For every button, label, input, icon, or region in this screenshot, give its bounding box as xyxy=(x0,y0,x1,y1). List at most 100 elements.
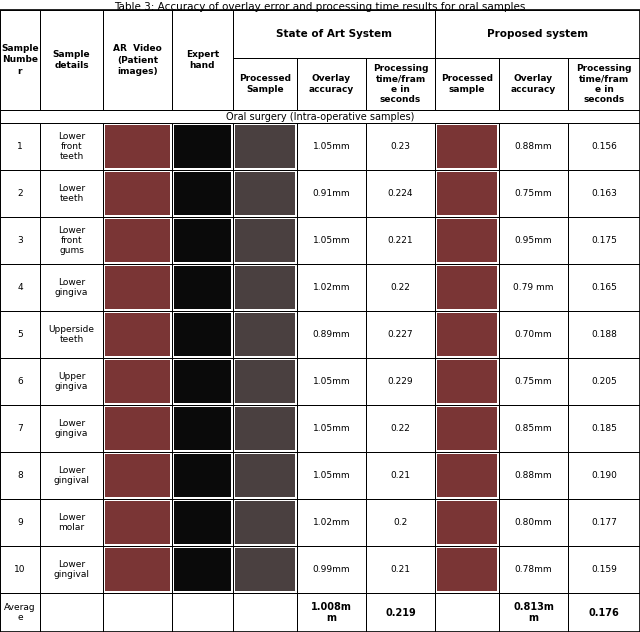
Bar xyxy=(499,546,568,593)
Bar xyxy=(233,58,297,110)
Bar xyxy=(235,313,295,356)
Bar xyxy=(435,217,499,264)
Text: Lower
gingival: Lower gingival xyxy=(54,560,90,579)
Bar xyxy=(105,548,170,591)
Bar xyxy=(297,593,366,632)
Bar xyxy=(103,311,172,358)
Bar xyxy=(172,546,233,593)
Bar xyxy=(0,217,40,264)
Bar xyxy=(435,311,499,358)
Text: 0.156: 0.156 xyxy=(591,142,617,151)
Bar xyxy=(40,593,103,632)
Bar xyxy=(105,266,170,309)
Bar xyxy=(105,407,170,450)
Text: Upperside
teeth: Upperside teeth xyxy=(49,325,95,344)
Bar xyxy=(235,548,295,591)
Bar xyxy=(103,170,172,217)
Bar xyxy=(40,264,103,311)
Bar xyxy=(0,10,40,110)
Bar xyxy=(499,170,568,217)
Bar xyxy=(366,311,435,358)
Bar xyxy=(233,593,297,632)
Bar xyxy=(0,311,40,358)
Bar xyxy=(297,546,366,593)
Text: Upper
gingiva: Upper gingiva xyxy=(55,372,88,391)
Text: Lower
gingiva: Lower gingiva xyxy=(55,419,88,438)
Bar xyxy=(40,10,103,110)
Bar xyxy=(233,405,297,452)
Bar xyxy=(437,548,497,591)
Bar xyxy=(435,10,640,58)
Bar xyxy=(297,264,366,311)
Bar xyxy=(568,123,640,170)
Bar xyxy=(105,454,170,497)
Bar xyxy=(366,170,435,217)
Bar xyxy=(233,499,297,546)
Text: 0.2: 0.2 xyxy=(394,518,408,527)
Bar xyxy=(40,358,103,405)
Bar xyxy=(172,358,233,405)
Text: 0.88mm: 0.88mm xyxy=(515,142,552,151)
Bar xyxy=(40,123,103,170)
Text: 0.185: 0.185 xyxy=(591,424,617,433)
Text: 0.221: 0.221 xyxy=(388,236,413,245)
Bar xyxy=(174,407,231,450)
Text: 0.21: 0.21 xyxy=(390,565,410,574)
Bar xyxy=(172,499,233,546)
Bar xyxy=(233,452,297,499)
Text: 0.78mm: 0.78mm xyxy=(515,565,552,574)
Text: 10: 10 xyxy=(14,565,26,574)
Bar xyxy=(103,10,172,110)
Bar xyxy=(0,110,640,123)
Bar xyxy=(0,452,40,499)
Bar xyxy=(435,593,499,632)
Text: 0.165: 0.165 xyxy=(591,283,617,292)
Bar xyxy=(366,123,435,170)
Bar xyxy=(40,217,103,264)
Bar xyxy=(499,358,568,405)
Bar xyxy=(40,499,103,546)
Bar xyxy=(568,358,640,405)
Bar xyxy=(233,264,297,311)
Text: 1.05mm: 1.05mm xyxy=(313,142,350,151)
Text: Lower
front
teeth: Lower front teeth xyxy=(58,131,85,161)
Text: Processing
time/fram
e in
seconds: Processing time/fram e in seconds xyxy=(576,64,632,104)
Text: 0.80mm: 0.80mm xyxy=(515,518,552,527)
Bar xyxy=(0,170,40,217)
Text: AR  Video
(Patient
images): AR Video (Patient images) xyxy=(113,44,162,76)
Bar xyxy=(297,452,366,499)
Text: Sample
Numbe
r: Sample Numbe r xyxy=(1,44,39,76)
Text: 0.219: 0.219 xyxy=(385,607,416,617)
Bar xyxy=(437,172,497,215)
Text: 0.70mm: 0.70mm xyxy=(515,330,552,339)
Bar xyxy=(297,311,366,358)
Text: 0.99mm: 0.99mm xyxy=(313,565,350,574)
Bar xyxy=(0,405,40,452)
Text: 1.02mm: 1.02mm xyxy=(313,518,350,527)
Bar xyxy=(105,219,170,262)
Bar xyxy=(366,593,435,632)
Bar xyxy=(0,123,40,170)
Text: 0.79 mm: 0.79 mm xyxy=(513,283,554,292)
Bar xyxy=(499,593,568,632)
Text: 1.05mm: 1.05mm xyxy=(313,471,350,480)
Bar xyxy=(0,546,40,593)
Bar xyxy=(103,452,172,499)
Text: 0.21: 0.21 xyxy=(390,471,410,480)
Bar xyxy=(0,264,40,311)
Bar xyxy=(437,125,497,168)
Text: 0.85mm: 0.85mm xyxy=(515,424,552,433)
Bar xyxy=(568,264,640,311)
Bar xyxy=(174,219,231,262)
Text: 1.05mm: 1.05mm xyxy=(313,377,350,386)
Bar xyxy=(235,501,295,544)
Bar xyxy=(174,360,231,403)
Bar xyxy=(235,454,295,497)
Text: 3: 3 xyxy=(17,236,23,245)
Bar xyxy=(437,407,497,450)
Bar xyxy=(366,217,435,264)
Text: 0.75mm: 0.75mm xyxy=(515,377,552,386)
Bar xyxy=(499,452,568,499)
Bar xyxy=(297,123,366,170)
Text: 1.05mm: 1.05mm xyxy=(313,424,350,433)
